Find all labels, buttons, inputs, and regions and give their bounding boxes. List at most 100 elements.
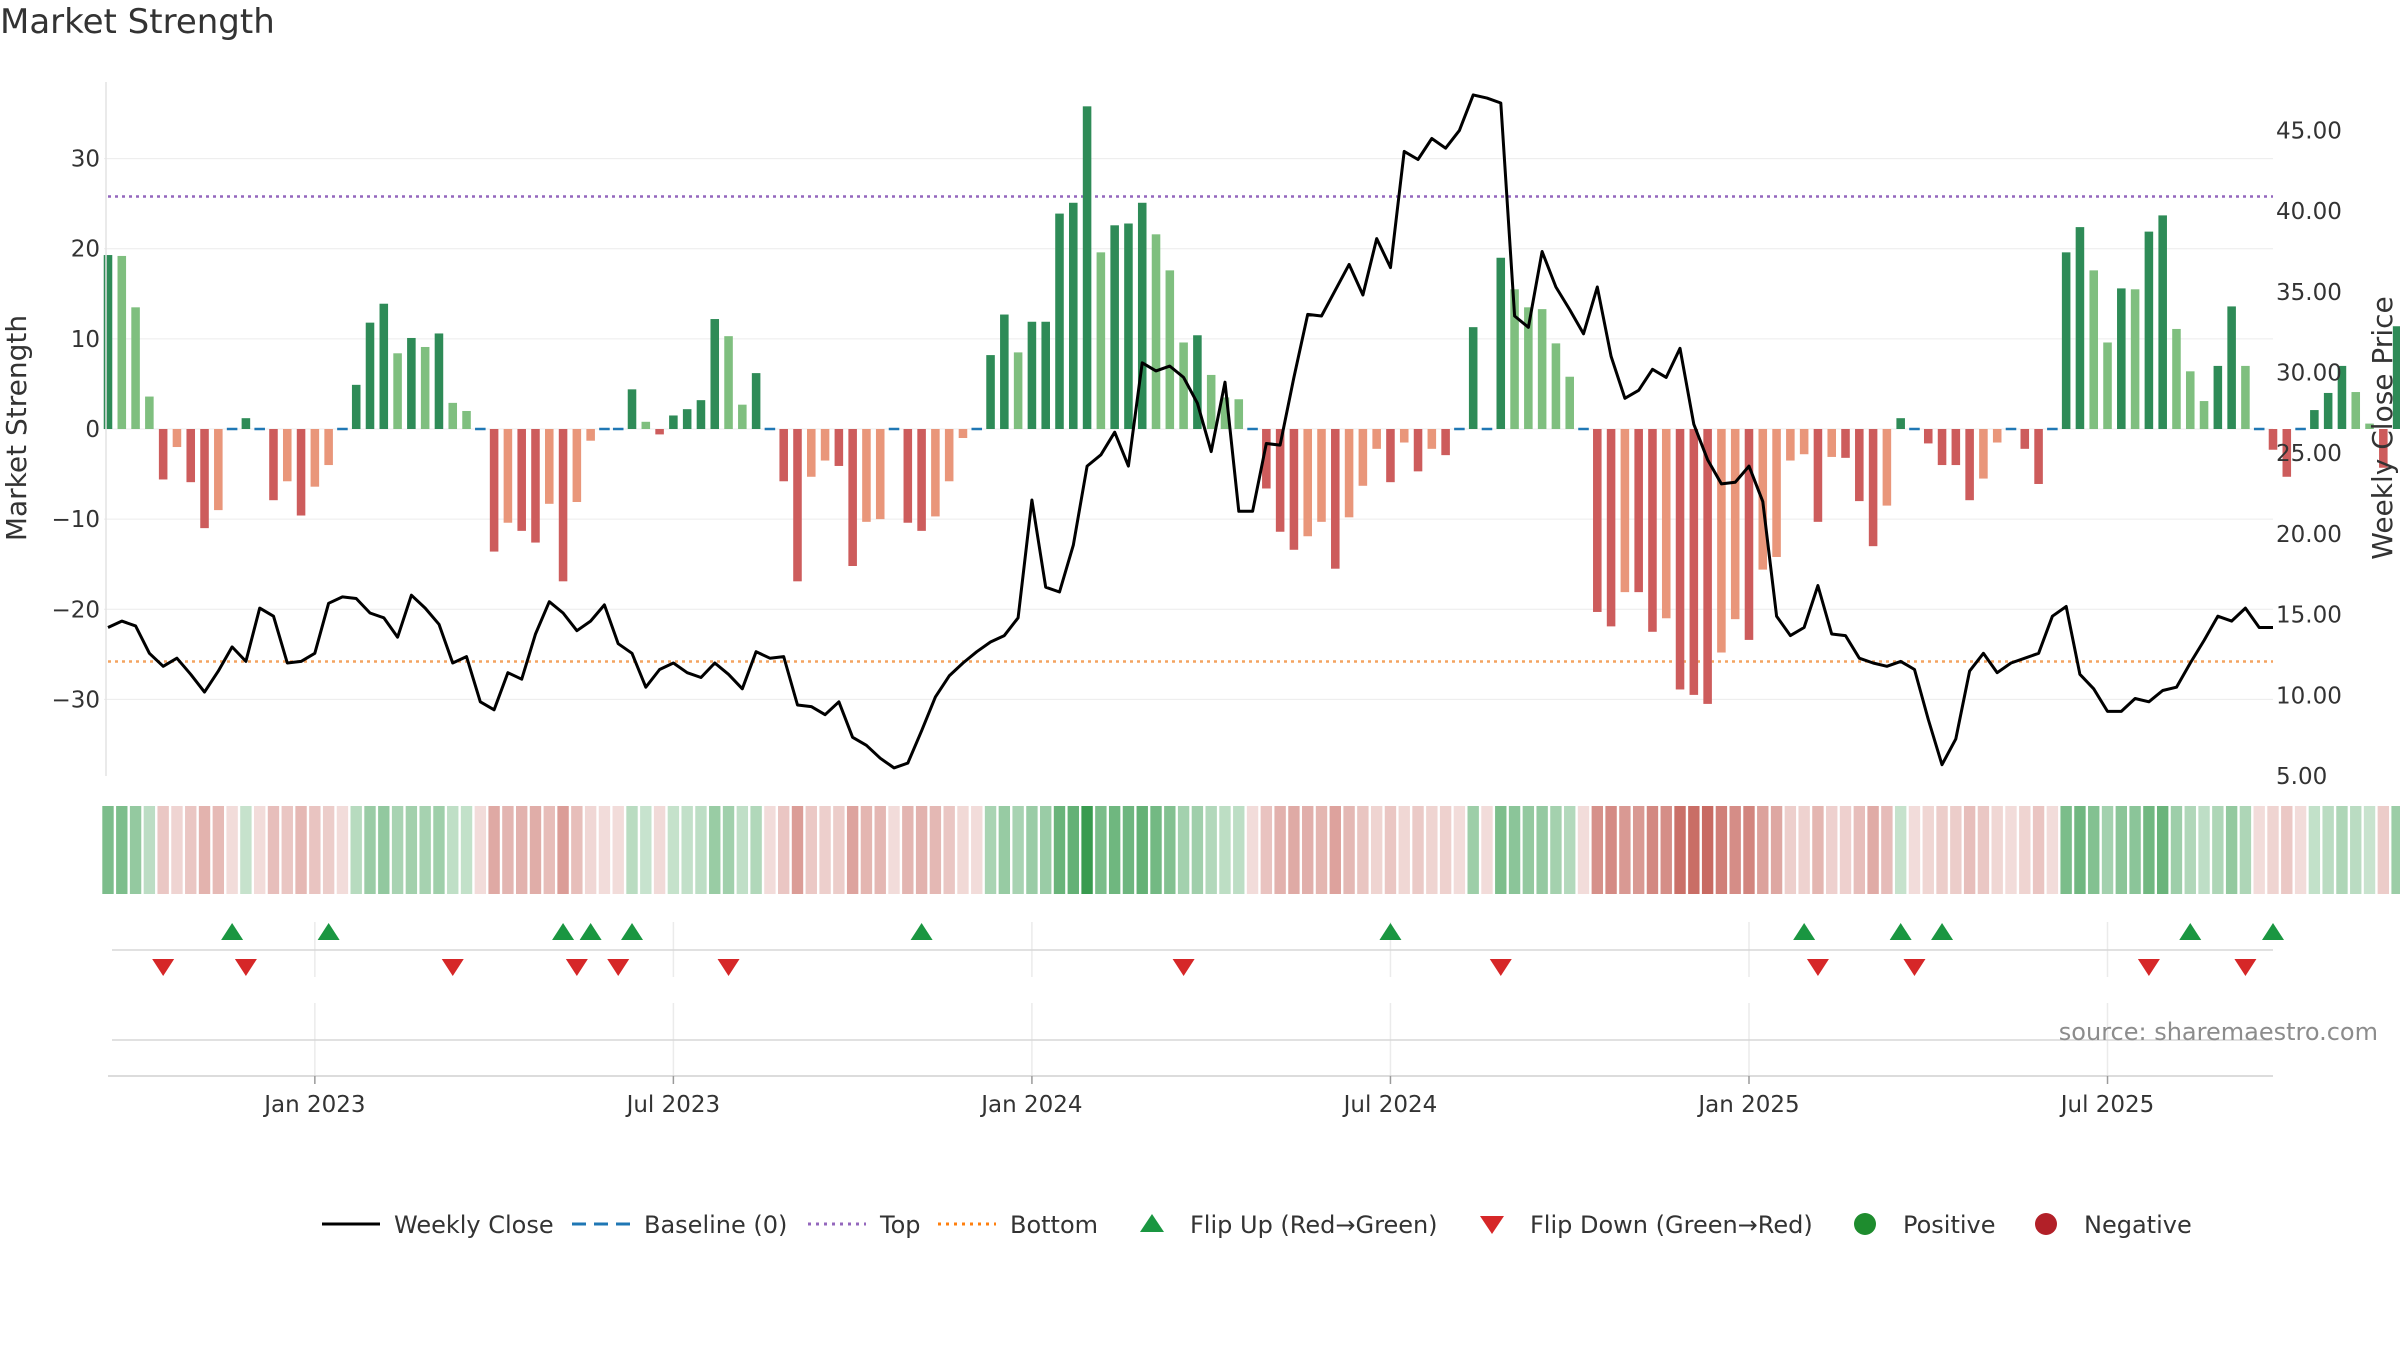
strength-bar [158,429,168,480]
strength-bar [558,429,568,582]
heat-cell [598,806,611,894]
heat-cell [2156,806,2169,894]
flip-down-marker [1489,959,1512,976]
strength-bar [145,396,154,429]
strength-bar [1675,429,1685,690]
heat-cell [1812,806,1824,894]
x-tick-label: Jul 2025 [2059,1092,2155,1118]
heat-cell [391,806,404,894]
strength-bar [1137,202,1147,429]
heat-cell [474,806,487,894]
strength-bar [1151,234,1161,429]
heat-cell [295,806,307,894]
strength-bar [2075,227,2085,429]
strength-bar [2199,401,2209,429]
legend-label: Bottom [1010,1211,1098,1239]
right-tick-label: 35.00 [2276,280,2342,306]
strength-bar [489,429,499,552]
strength-bar [393,353,402,429]
strength-bar [1069,202,1078,429]
strength-bar [1013,352,1023,429]
strength-bar [434,333,444,429]
heat-cell [2377,806,2390,894]
flip-up-marker [317,923,340,940]
strength-bar [1510,289,1519,429]
strength-bar [627,389,637,429]
heat-cell [2074,806,2086,894]
heat-cell [1688,806,1700,894]
strength-bar [131,307,140,429]
heat-cell [1536,806,1548,894]
right-tick-label: 30.00 [2276,361,2342,387]
strength-bar [1372,429,1381,449]
heat-cell [1881,806,1893,894]
strength-bar [2392,326,2400,429]
heat-cell [1853,806,1866,894]
strength-bar [1206,374,1216,429]
flip-down-marker [152,959,175,976]
left-tick-label: 20 [71,237,100,263]
heat-cell [584,806,597,894]
strength-bar [186,429,196,483]
flip-up-marker [552,923,575,940]
left-tick-label: 30 [71,147,100,173]
flip-up-marker [2179,923,2202,940]
heat-cell [1564,806,1576,894]
heat-cell [805,806,817,894]
heat-cell [322,806,335,894]
strength-bar [875,429,885,520]
strength-bar [848,429,857,566]
strength-bar [1730,429,1740,620]
strength-bar [1772,429,1781,557]
heat-cell [1591,806,1603,894]
strength-bar [379,303,389,429]
heat-cell [460,806,473,894]
heat-cell [1784,806,1797,894]
heat-cell [116,806,128,894]
heat-cell [2363,806,2376,894]
heat-cell [1095,806,1107,894]
legend-item: Baseline (0) [572,1211,787,1239]
heat-cell [1329,806,1341,894]
heat-cell [943,806,955,894]
strength-bar [1234,399,1244,429]
strength-bar [351,384,361,429]
heat-cell [1370,806,1383,894]
strength-bar [1441,429,1450,456]
heat-cell [681,806,693,894]
heat-cell [612,806,624,894]
strength-bar [503,429,513,523]
heat-cell [405,806,418,894]
strength-bar [1979,429,1988,479]
strength-bar [1331,429,1340,569]
strength-bar [1593,429,1602,612]
heat-cell [1577,806,1590,894]
left-tick-label: −30 [51,687,100,713]
heat-cell [1302,806,1314,894]
strength-bar [1427,429,1437,449]
heat-cell [1508,806,1521,894]
heat-cell [1453,806,1466,894]
heat-cell [515,806,528,894]
heat-cell [2184,806,2196,894]
heat-cell [2225,806,2238,894]
strength-heat-band [102,806,2400,894]
heat-cell [709,806,721,894]
heat-cell [2391,806,2400,894]
heat-cell [860,806,873,894]
legend-swatch-triangle-down [1480,1216,1504,1234]
strength-bar [1041,321,1050,429]
strength-bar [200,429,209,529]
right-axis-title: Weekly Close Price [2366,296,2399,559]
strength-bar [1537,309,1547,429]
heat-cell [819,806,831,894]
heat-cell [653,806,666,894]
strength-bar [117,255,127,429]
strength-bar [2020,429,2030,449]
heat-cell [2143,806,2155,894]
heat-cell [2005,806,2017,894]
gridlines [104,158,2273,700]
heat-cell [2032,806,2045,894]
heat-cell [2129,806,2141,894]
heat-cell [447,806,459,894]
